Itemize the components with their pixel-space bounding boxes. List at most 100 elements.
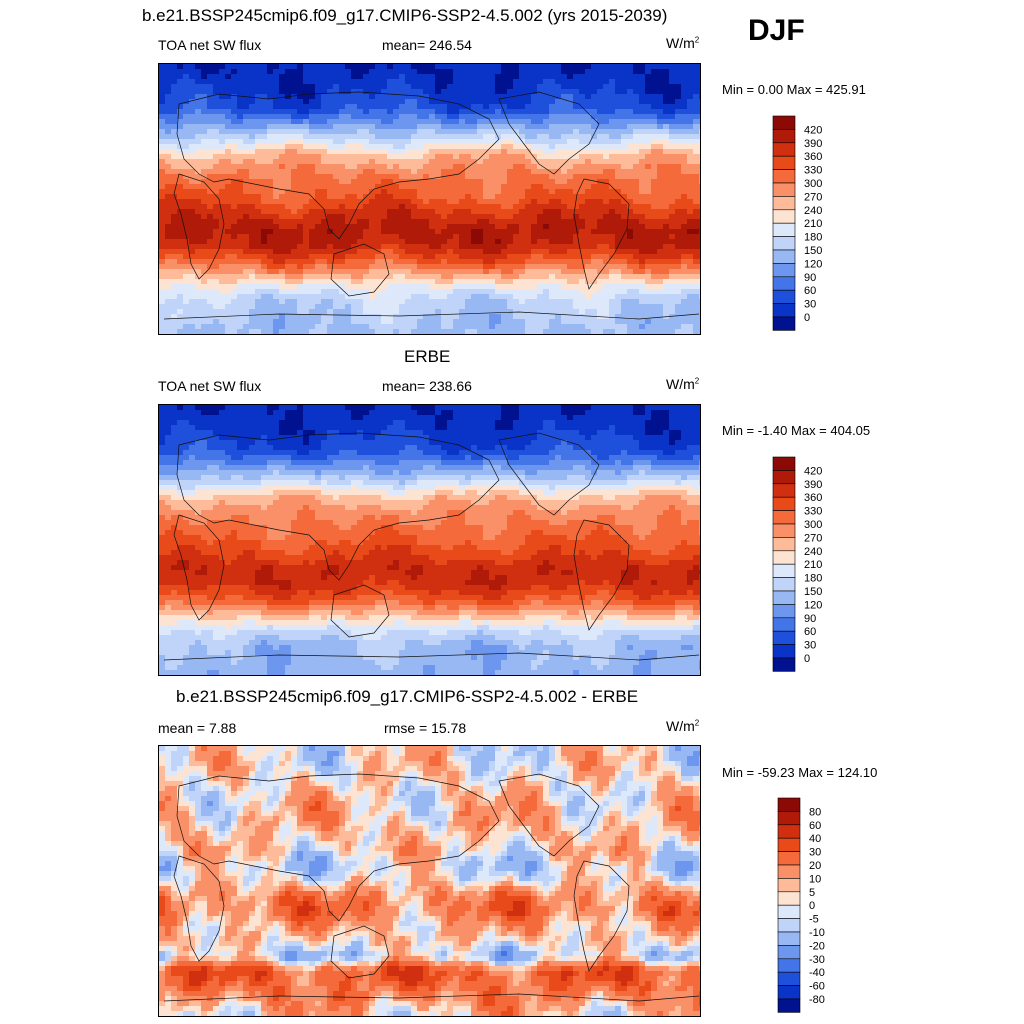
- map-cell: [483, 99, 490, 105]
- map-cell: [495, 229, 502, 235]
- map-cell: [231, 259, 238, 265]
- map-cell: [483, 199, 490, 205]
- map-cell: [459, 114, 466, 120]
- map-cell: [249, 99, 256, 105]
- map-cell: [639, 69, 646, 75]
- map-cell: [255, 94, 262, 100]
- map-cell: [675, 179, 682, 185]
- map-cell: [309, 129, 316, 135]
- map-cell: [435, 79, 442, 85]
- map-cell: [699, 239, 700, 245]
- map-cell: [567, 204, 574, 210]
- map-cell: [675, 104, 682, 110]
- map-cell: [525, 264, 532, 270]
- map-cell: [219, 114, 226, 120]
- map-cell: [477, 69, 484, 75]
- map-cell: [219, 64, 226, 70]
- map-cell: [639, 84, 646, 90]
- map-cell: [369, 324, 376, 330]
- map-cell: [321, 189, 328, 195]
- map-cell: [483, 69, 490, 75]
- map-cell: [405, 84, 412, 90]
- map-cell: [459, 324, 466, 330]
- map-cell: [555, 179, 562, 185]
- map-cell: [165, 149, 172, 155]
- map-cell: [561, 69, 568, 75]
- map-cell: [183, 149, 190, 155]
- map-cell: [675, 94, 682, 100]
- map-cell: [687, 324, 694, 330]
- map-cell: [561, 224, 568, 230]
- map-cell: [195, 194, 202, 200]
- map-cell: [315, 234, 322, 240]
- map-cell: [633, 194, 640, 200]
- map-cell: [519, 299, 526, 305]
- map-cell: [273, 104, 280, 110]
- map-cell: [609, 214, 616, 220]
- map-cell: [441, 94, 448, 100]
- map-cell: [201, 139, 208, 145]
- map-cell: [621, 64, 628, 70]
- map-cell: [411, 79, 418, 85]
- map-cell: [675, 64, 682, 70]
- map-cell: [699, 249, 700, 255]
- map-cell: [585, 224, 592, 230]
- map-cell: [663, 264, 670, 270]
- map-cell: [183, 259, 190, 265]
- map-cell: [531, 89, 538, 95]
- map-cell: [171, 214, 178, 220]
- map-cell: [621, 174, 628, 180]
- map-cell: [669, 274, 676, 280]
- map-cell: [237, 299, 244, 305]
- map-cell: [657, 239, 664, 245]
- colorbar-box: [772, 196, 796, 211]
- map-cell: [393, 164, 400, 170]
- map-cell: [219, 405, 226, 411]
- map-cell: [267, 254, 274, 260]
- map-cell: [309, 239, 316, 245]
- map-cell: [549, 204, 556, 210]
- map-cell: [633, 154, 640, 160]
- map-cell: [339, 144, 346, 150]
- map-cell: [213, 109, 220, 115]
- map-cell: [303, 149, 310, 155]
- map-cell: [627, 214, 634, 220]
- map-cell: [309, 139, 316, 145]
- map-cell: [489, 269, 496, 275]
- map-cell: [441, 144, 448, 150]
- map-cell: [537, 284, 544, 290]
- map-cell: [267, 199, 274, 205]
- map-cell: [465, 219, 472, 225]
- map-cell: [351, 309, 358, 315]
- map-cell: [567, 234, 574, 240]
- map-cell: [189, 294, 196, 300]
- map-cell: [447, 254, 454, 260]
- map-cell: [543, 214, 550, 220]
- map-cell: [345, 159, 352, 165]
- map-cell: [369, 159, 376, 165]
- map-cell: [579, 69, 586, 75]
- map-cell: [159, 164, 166, 170]
- map-cell: [507, 89, 514, 95]
- map-cell: [549, 114, 556, 120]
- map-cell: [387, 274, 394, 280]
- map-cell: [207, 274, 214, 280]
- map-cell: [519, 189, 526, 195]
- map-cell: [177, 319, 184, 325]
- map-cell: [633, 184, 640, 190]
- map-cell: [303, 254, 310, 260]
- map-cell: [195, 209, 202, 215]
- map-cell: [441, 209, 448, 215]
- map-cell: [399, 64, 406, 70]
- map-cell: [345, 254, 352, 260]
- map-cell: [543, 99, 550, 105]
- map-cell: [321, 309, 328, 315]
- map-cell: [495, 329, 502, 334]
- map-cell: [369, 289, 376, 295]
- map-cell: [165, 405, 172, 411]
- map-cell: [561, 289, 568, 295]
- map-cell: [483, 269, 490, 275]
- map-cell: [177, 104, 184, 110]
- map-cell: [549, 319, 556, 325]
- map-cell: [621, 149, 628, 155]
